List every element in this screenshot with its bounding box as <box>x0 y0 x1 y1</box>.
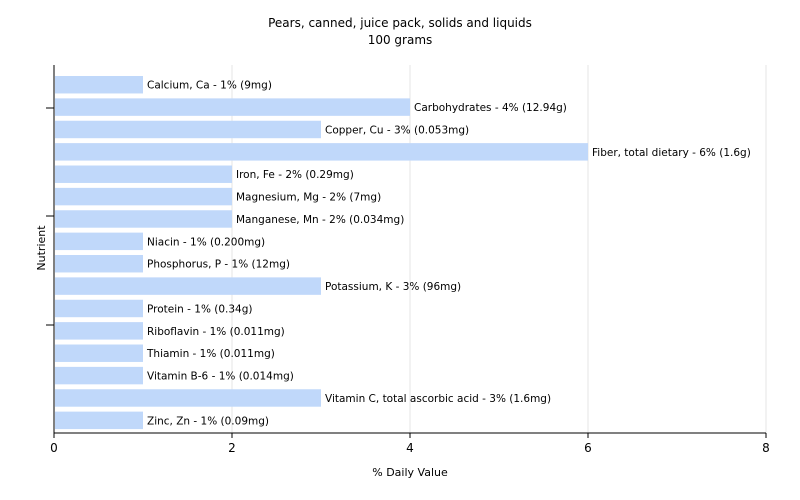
bar-label-12: Thiamin - 1% (0.011mg) <box>146 348 275 360</box>
chart-subtitle: 100 grams <box>368 33 433 47</box>
grid-lines <box>231 65 767 433</box>
bar-2 <box>55 120 321 139</box>
bar-label-0: Calcium, Ca - 1% (9mg) <box>147 80 272 92</box>
bar-5 <box>55 187 232 206</box>
bar-label-1: Carbohydrates - 4% (12.94g) <box>414 102 567 114</box>
bar-label-7: Niacin - 1% (0.200mg) <box>147 236 265 248</box>
bar-label-6: Manganese, Mn - 2% (0.034mg) <box>236 214 404 226</box>
bar-12 <box>55 344 143 362</box>
bar-3 <box>55 143 588 161</box>
bar-9 <box>55 277 321 295</box>
bar-11 <box>55 322 143 340</box>
bar-label-15: Zinc, Zn - 1% (0.09mg) <box>147 415 269 427</box>
x-tick-label-1: 2 <box>228 441 236 455</box>
bar-13 <box>55 366 143 385</box>
bar-label-2: Copper, Cu - 3% (0.053mg) <box>325 124 469 136</box>
y-axis-title: Nutrient <box>35 225 48 271</box>
bar-0 <box>55 76 143 94</box>
bar-label-13: Vitamin B-6 - 1% (0.014mg) <box>147 371 294 383</box>
bar-4 <box>55 165 232 183</box>
bar-15 <box>55 411 143 430</box>
x-tick-label-3: 6 <box>584 441 592 455</box>
x-tick-label-4: 8 <box>762 441 770 455</box>
chart-title: Pears, canned, juice pack, solids and li… <box>268 16 532 30</box>
bar-8 <box>55 255 143 273</box>
bar-7 <box>55 232 143 251</box>
bar-6 <box>55 210 232 228</box>
bar-10 <box>55 299 143 318</box>
bars: Calcium, Ca - 1% (9mg) Carbohydrates - 4%… <box>55 76 751 430</box>
bar-1 <box>55 98 410 116</box>
bar-label-4: Iron, Fe - 2% (0.29mg) <box>236 169 354 181</box>
bar-label-8: Phosphorus, P - 1% (12mg) <box>147 259 290 271</box>
bar-label-9: Potassium, K - 3% (96mg) <box>325 281 461 293</box>
bar-label-5: Magnesium, Mg - 2% (7mg) <box>236 192 381 204</box>
bar-label-3: Fiber, total dietary - 6% (1.6g) <box>592 147 751 159</box>
x-tick-label-2: 4 <box>406 441 414 455</box>
bar-label-11: Riboflavin - 1% (0.011mg) <box>147 326 285 338</box>
bar-14 <box>55 389 321 407</box>
bar-label-14: Vitamin C, total ascorbic acid - 3% (1.6… <box>325 393 551 405</box>
x-axis-title: % Daily Value <box>372 466 448 479</box>
x-tick-label-0: 0 <box>50 441 58 455</box>
bar-label-10: Protein - 1% (0.34g) <box>147 303 253 315</box>
axes: 0 2 4 6 8 <box>46 65 770 455</box>
